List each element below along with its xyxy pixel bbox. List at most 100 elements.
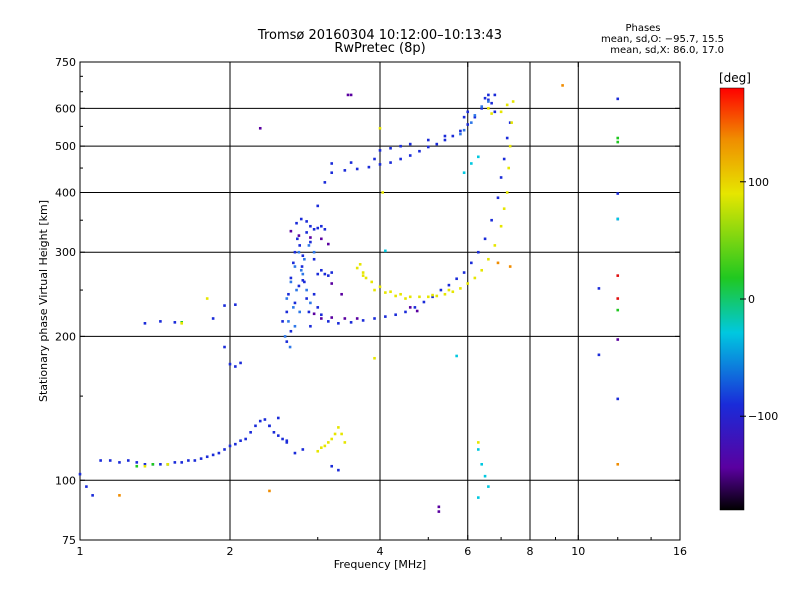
stats-o-line: mean, sd,O: −95.7, 15.5	[601, 34, 724, 45]
data-point	[330, 437, 334, 441]
data-point	[307, 310, 311, 314]
data-point	[285, 439, 289, 443]
data-point	[223, 448, 226, 451]
data-point	[466, 110, 470, 114]
data-point	[244, 437, 247, 441]
data-point	[292, 261, 295, 265]
data-point	[320, 268, 323, 272]
data-point	[490, 112, 493, 115]
data-point	[166, 463, 170, 466]
data-point	[135, 464, 139, 468]
data-point	[408, 295, 412, 299]
data-point	[470, 162, 473, 165]
data-point	[399, 144, 402, 148]
data-point	[327, 274, 330, 277]
data-point	[289, 329, 293, 333]
data-point	[462, 115, 466, 119]
data-point	[234, 442, 237, 446]
data-point	[337, 322, 340, 325]
data-point	[346, 93, 350, 97]
data-point	[431, 295, 434, 299]
data-point	[496, 261, 500, 265]
data-point	[447, 283, 451, 287]
data-point	[180, 461, 184, 464]
data-point	[616, 97, 620, 101]
data-point	[505, 136, 509, 140]
data-points	[78, 84, 620, 513]
data-point	[355, 317, 359, 320]
data-point	[616, 140, 620, 144]
data-point	[173, 461, 177, 464]
data-point	[312, 250, 316, 254]
data-point	[466, 282, 470, 285]
data-point	[439, 288, 443, 292]
data-point	[293, 265, 297, 268]
data-point	[327, 320, 330, 323]
data-point	[426, 138, 430, 142]
data-point	[483, 96, 487, 100]
data-point	[378, 163, 382, 166]
data-point	[394, 313, 397, 317]
data-point	[508, 144, 512, 148]
data-point	[288, 345, 292, 349]
data-point	[459, 287, 462, 290]
data-point	[616, 192, 620, 195]
data-point	[151, 463, 155, 466]
data-point	[466, 123, 470, 126]
data-point	[367, 165, 371, 169]
stats-x-line: mean, sd,X: 86.0, 17.0	[610, 45, 724, 56]
data-point	[355, 167, 359, 171]
data-point	[487, 107, 490, 110]
data-point	[418, 149, 421, 153]
data-point	[502, 207, 506, 210]
data-point	[323, 444, 327, 448]
data-point	[276, 416, 280, 420]
data-point	[462, 271, 466, 274]
data-point	[443, 292, 447, 296]
data-point	[470, 121, 473, 124]
data-point	[143, 463, 147, 466]
data-point	[293, 301, 297, 305]
data-point	[330, 282, 334, 285]
data-point	[426, 295, 430, 299]
x-tick-label: 4	[377, 545, 384, 558]
data-point	[333, 432, 337, 436]
data-point	[373, 288, 376, 292]
data-point	[505, 191, 509, 194]
data-point	[470, 261, 473, 265]
data-point	[511, 100, 515, 103]
data-point	[477, 155, 480, 159]
data-point	[381, 191, 384, 194]
data-point	[289, 280, 293, 284]
data-point	[477, 448, 480, 451]
data-point	[298, 244, 302, 247]
data-point	[228, 444, 232, 448]
data-point	[389, 161, 392, 164]
data-point	[477, 496, 480, 499]
data-point	[263, 418, 267, 421]
data-point	[349, 161, 353, 164]
data-point	[616, 308, 620, 312]
data-point	[340, 432, 343, 436]
data-point	[300, 265, 304, 268]
chart-title: Tromsø 20160304 10:12:00–10:13:43	[257, 28, 502, 43]
data-point	[285, 441, 289, 444]
data-point	[437, 510, 441, 513]
data-point	[408, 142, 412, 146]
data-point	[126, 459, 130, 462]
data-point	[418, 295, 421, 299]
data-point	[293, 324, 297, 328]
data-point	[330, 316, 334, 319]
data-point	[349, 321, 353, 324]
data-point	[493, 93, 497, 97]
data-point	[480, 268, 484, 272]
data-point	[330, 162, 334, 165]
data-point	[223, 304, 226, 307]
data-point	[320, 224, 323, 228]
colorbar-ticks: 100 0 −100	[740, 176, 778, 423]
data-point	[378, 149, 382, 152]
data-point	[480, 463, 484, 466]
data-point	[443, 134, 447, 138]
data-point	[483, 237, 487, 241]
data-point	[292, 306, 295, 309]
